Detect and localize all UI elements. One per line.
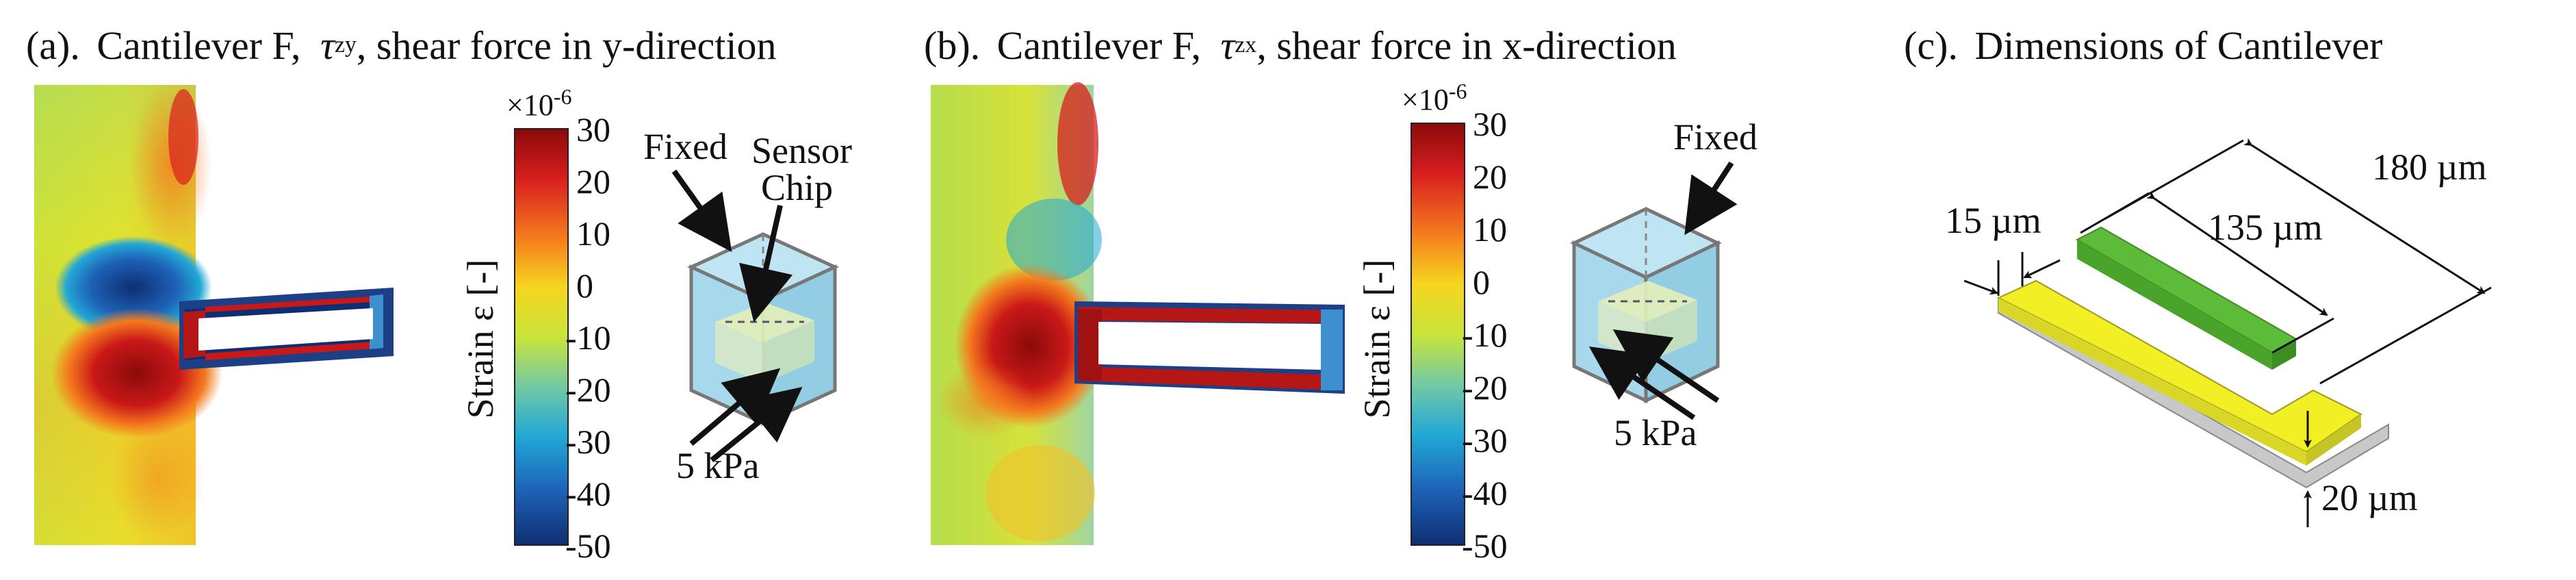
colorbar-b: ×10-6 Strain ε [-] 30 20 10 0 -10 -20 -3… bbox=[1356, 79, 1508, 565]
colorbar-a-tick: 30 bbox=[576, 110, 610, 149]
colorbar-a-tick: 10 bbox=[576, 214, 610, 253]
label-sensor-line1: Sensor bbox=[751, 130, 852, 171]
label-dim-135: 135 µm bbox=[2208, 207, 2323, 248]
colorbar-b-multiplier: ×10-6 bbox=[1402, 79, 1467, 116]
arrow-force-b1 bbox=[1612, 329, 1720, 403]
colorbar-b-tick: -30 bbox=[1462, 421, 1508, 459]
label-pressure-b: 5 kPa bbox=[1614, 412, 1697, 453]
colorbar-a-tick: 20 bbox=[576, 162, 610, 201]
arrow-force-a2 bbox=[710, 386, 803, 463]
label-pressure-a: 5 kPa bbox=[676, 445, 760, 486]
arrow-force-a1 bbox=[689, 368, 781, 446]
strain-field-a bbox=[34, 82, 394, 545]
label-fixed-a: Fixed bbox=[643, 126, 727, 167]
colorbar-b-tick: -40 bbox=[1462, 474, 1508, 512]
label-dim-180: 180 µm bbox=[2372, 147, 2487, 188]
colorbar-b-tick: -20 bbox=[1462, 368, 1508, 407]
arrow-force-b2 bbox=[1588, 346, 1696, 420]
colorbar-a: ×10-6 Strain ε [-] 30 20 10 0 -10 -20 -3… bbox=[460, 84, 611, 565]
colorbar-b-label: Strain ε [-] bbox=[1356, 260, 1398, 419]
colorbar-b-tick: 0 bbox=[1473, 263, 1490, 301]
cantilever-3d-model bbox=[1996, 226, 2389, 489]
colorbar-b-tick: 10 bbox=[1473, 210, 1507, 249]
arrow-fixed-b bbox=[1684, 161, 1738, 236]
arrow-sensor-chip bbox=[739, 205, 793, 323]
label-fixed-b: Fixed bbox=[1673, 116, 1757, 157]
colorbar-a-multiplier: ×10-6 bbox=[506, 84, 571, 122]
label-dim-20: 20 µm bbox=[2321, 477, 2418, 518]
colorbar-b-ticks: 30 20 10 0 -10 -20 -30 -40 -50 bbox=[1462, 105, 1508, 565]
colorbar-a-tick: -50 bbox=[565, 527, 611, 565]
arrow-fixed-a bbox=[671, 169, 732, 253]
label-sensor-line2: Chip bbox=[761, 167, 833, 208]
dim-135 bbox=[2146, 191, 2328, 316]
panel-c: (c). Dimensions of Cantilever bbox=[1904, 23, 2492, 527]
colorbar-b-tick: -10 bbox=[1462, 316, 1508, 354]
colorbar-a-label: Strain ε [-] bbox=[460, 260, 501, 419]
cube-inset-b bbox=[1570, 207, 1722, 403]
dimension-lines bbox=[1963, 138, 2492, 527]
strain-field-b bbox=[931, 82, 1345, 545]
colorbar-b-tick: -50 bbox=[1462, 527, 1508, 565]
panel-b: (b). Cantilever F, τzx, shear force in x… bbox=[924, 23, 1757, 565]
colorbar-b-tick: 30 bbox=[1473, 105, 1507, 143]
dim-180 bbox=[2243, 138, 2486, 294]
panel-c-title: (c). Dimensions of Cantilever bbox=[1904, 23, 2382, 68]
label-dim-15: 15 µm bbox=[1945, 200, 2042, 241]
panel-b-title: (b). Cantilever F, τzx, shear force in x… bbox=[924, 23, 1677, 68]
colorbar-a-ticks: 30 20 10 0 -10 -20 -30 -40 -50 bbox=[565, 110, 611, 565]
colorbar-a-tick: -20 bbox=[565, 370, 611, 409]
colorbar-a-tick: -30 bbox=[565, 423, 611, 461]
cube-inset-a bbox=[686, 232, 840, 426]
colorbar-a-tick: 0 bbox=[576, 266, 593, 305]
colorbar-b-tick: 20 bbox=[1473, 157, 1507, 196]
panel-a-title: (a). Cantilever F, τzy, shear force in y… bbox=[26, 23, 776, 68]
colorbar-a-tick: -10 bbox=[565, 318, 611, 357]
panel-a: (a). Cantilever F, τzy, shear force in y… bbox=[26, 23, 852, 565]
colorbar-a-tick: -40 bbox=[565, 475, 611, 513]
